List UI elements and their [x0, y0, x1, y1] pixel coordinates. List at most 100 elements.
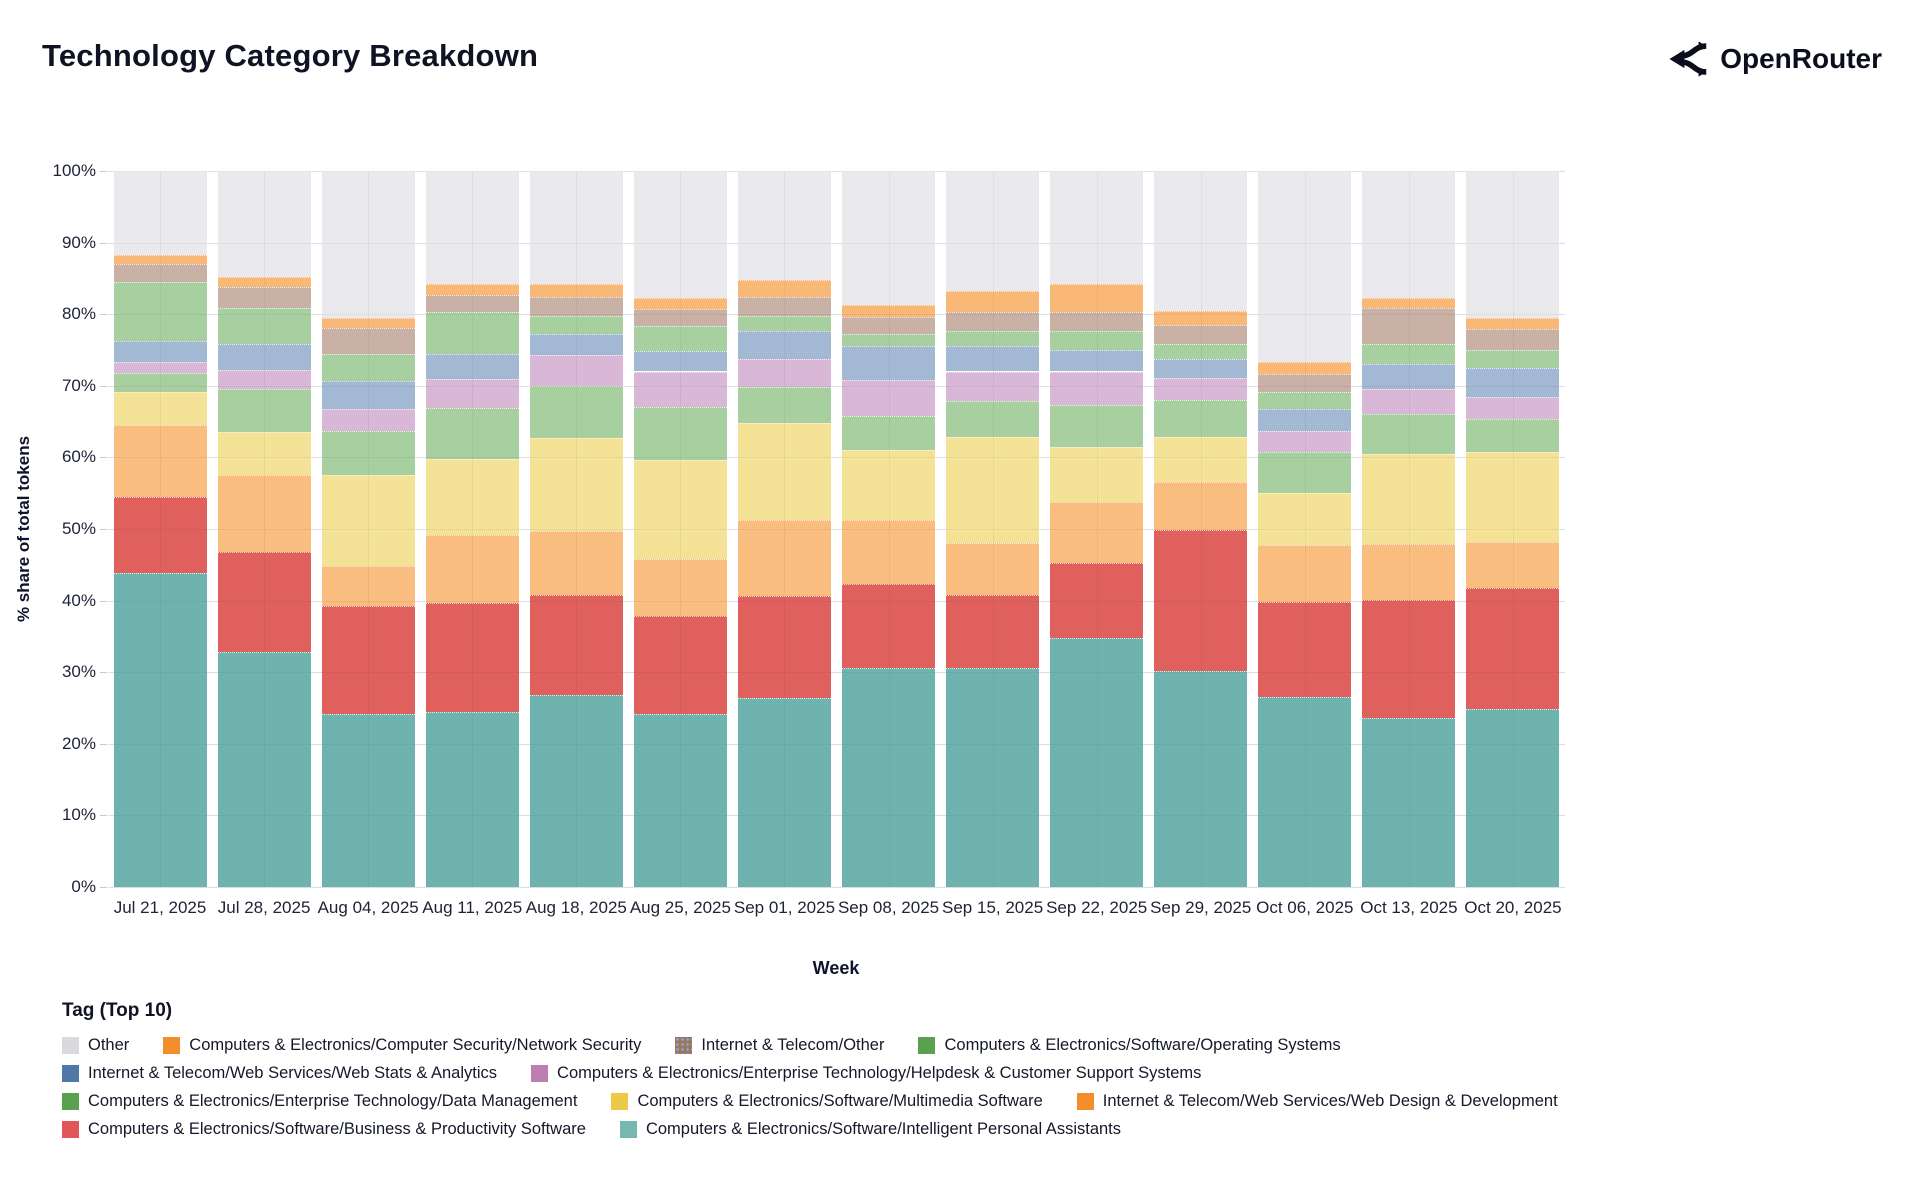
bar-segment-ws[interactable] [113, 341, 207, 363]
bar-segment-hd[interactable] [425, 379, 519, 408]
bar-segment-other[interactable] [633, 171, 727, 299]
bar-segment-ns[interactable] [217, 276, 311, 287]
bar-segment-hd[interactable] [1362, 389, 1456, 415]
bar-segment-mm[interactable] [529, 438, 623, 532]
bar-segment-hd[interactable] [946, 371, 1040, 401]
bar-segment-wd[interactable] [946, 543, 1040, 595]
bar-segment-dm[interactable] [842, 415, 936, 451]
legend-item-dm[interactable]: Computers & Electronics/Enterprise Techn… [62, 1092, 577, 1111]
bar-segment-wd[interactable] [321, 566, 415, 606]
bar-segment-ws[interactable] [529, 334, 623, 356]
bar-segment-ipa[interactable] [946, 667, 1040, 887]
bar-column[interactable] [633, 171, 727, 887]
bar-segment-wd[interactable] [737, 520, 831, 596]
bar-segment-mm[interactable] [1050, 447, 1144, 502]
bar-segment-it[interactable] [113, 264, 207, 282]
bar-segment-it[interactable] [425, 294, 519, 313]
bar-segment-ns[interactable] [842, 304, 936, 318]
bar-segment-it[interactable] [1154, 324, 1248, 345]
bar-segment-wd[interactable] [1258, 544, 1352, 603]
bar-segment-it[interactable] [529, 297, 623, 317]
bar-segment-ws[interactable] [633, 351, 727, 372]
bar-segment-ipa[interactable] [1466, 709, 1560, 887]
bar-column[interactable] [113, 171, 207, 887]
bar-segment-ipa[interactable] [321, 713, 415, 887]
bar-segment-wd[interactable] [1050, 501, 1144, 564]
bar-segment-bp[interactable] [529, 594, 623, 696]
bar-segment-mm[interactable] [1362, 453, 1456, 545]
bar-segment-dm[interactable] [737, 386, 831, 424]
bar-segment-ns[interactable] [946, 291, 1040, 313]
bar-segment-hd[interactable] [1154, 377, 1248, 401]
bar-segment-ws[interactable] [1362, 364, 1456, 390]
bar-segment-ns[interactable] [321, 317, 415, 328]
bar-segment-wd[interactable] [1466, 541, 1560, 588]
bar-segment-ns[interactable] [1154, 311, 1248, 325]
bar-segment-ipa[interactable] [1362, 718, 1456, 887]
bar-segment-ns[interactable] [1050, 284, 1144, 313]
legend-item-ipa[interactable]: Computers & Electronics/Software/Intelli… [619, 1120, 1121, 1139]
bar-segment-bp[interactable] [737, 595, 831, 698]
bar-segment-os[interactable] [1154, 344, 1248, 359]
bar-segment-dm[interactable] [425, 408, 519, 459]
bar-segment-it[interactable] [321, 327, 415, 355]
bar-segment-ws[interactable] [1258, 408, 1352, 431]
bar-segment-mm[interactable] [1258, 493, 1352, 545]
bar-segment-wd[interactable] [1154, 481, 1248, 530]
legend-item-bp[interactable]: Computers & Electronics/Software/Busines… [62, 1120, 586, 1139]
bar-segment-ipa[interactable] [1258, 697, 1352, 887]
bar-segment-os[interactable] [946, 331, 1040, 346]
bar-segment-mm[interactable] [737, 423, 831, 521]
bar-segment-hd[interactable] [113, 362, 207, 373]
bar-segment-ipa[interactable] [1050, 637, 1144, 887]
bar-segment-bp[interactable] [425, 603, 519, 713]
bar-segment-ipa[interactable] [113, 573, 207, 887]
bar-segment-wd[interactable] [113, 425, 207, 497]
bar-segment-ws[interactable] [946, 345, 1040, 372]
bar-segment-other[interactable] [529, 171, 623, 285]
bar-column[interactable] [217, 171, 311, 887]
bar-segment-os[interactable] [113, 282, 207, 342]
bar-segment-os[interactable] [217, 307, 311, 344]
bar-segment-it[interactable] [842, 317, 936, 334]
bar-segment-mm[interactable] [633, 460, 727, 560]
bar-segment-mm[interactable] [1154, 436, 1248, 482]
bar-segment-ns[interactable] [113, 254, 207, 265]
bar-segment-mm[interactable] [842, 450, 936, 520]
bar-segment-other[interactable] [1154, 171, 1248, 312]
bar-segment-dm[interactable] [1050, 405, 1144, 448]
bar-segment-hd[interactable] [217, 370, 311, 389]
bar-segment-ns[interactable] [1362, 297, 1456, 309]
bar-segment-dm[interactable] [1466, 418, 1560, 452]
bar-segment-os[interactable] [529, 316, 623, 335]
bar-segment-hd[interactable] [737, 358, 831, 387]
bar-segment-dm[interactable] [217, 388, 311, 432]
bar-column[interactable] [529, 171, 623, 887]
bar-segment-wd[interactable] [842, 519, 936, 585]
bar-segment-ws[interactable] [217, 343, 311, 371]
bar-segment-bp[interactable] [1466, 587, 1560, 710]
bar-segment-hd[interactable] [529, 355, 623, 386]
bar-column[interactable] [321, 171, 415, 887]
bar-segment-dm[interactable] [1154, 400, 1248, 437]
bar-segment-mm[interactable] [425, 458, 519, 535]
bar-segment-dm[interactable] [321, 430, 415, 476]
bar-segment-other[interactable] [425, 171, 519, 285]
bar-segment-os[interactable] [425, 312, 519, 355]
bar-segment-ws[interactable] [737, 331, 831, 359]
bar-segment-ws[interactable] [425, 354, 519, 380]
bar-segment-dm[interactable] [113, 372, 207, 392]
bar-segment-hd[interactable] [1258, 430, 1352, 453]
bar-segment-wd[interactable] [1362, 544, 1456, 600]
bar-segment-it[interactable] [1466, 328, 1560, 350]
bar-segment-other[interactable] [1050, 171, 1144, 285]
bar-segment-mm[interactable] [1466, 451, 1560, 542]
bar-segment-dm[interactable] [946, 400, 1040, 437]
bar-column[interactable] [1050, 171, 1144, 887]
bar-column[interactable] [1466, 171, 1560, 887]
bar-segment-it[interactable] [1258, 373, 1352, 392]
bar-segment-other[interactable] [946, 171, 1040, 292]
bar-segment-ns[interactable] [737, 279, 831, 298]
legend-item-mm[interactable]: Computers & Electronics/Software/Multime… [611, 1092, 1043, 1111]
bar-segment-ipa[interactable] [633, 713, 727, 887]
